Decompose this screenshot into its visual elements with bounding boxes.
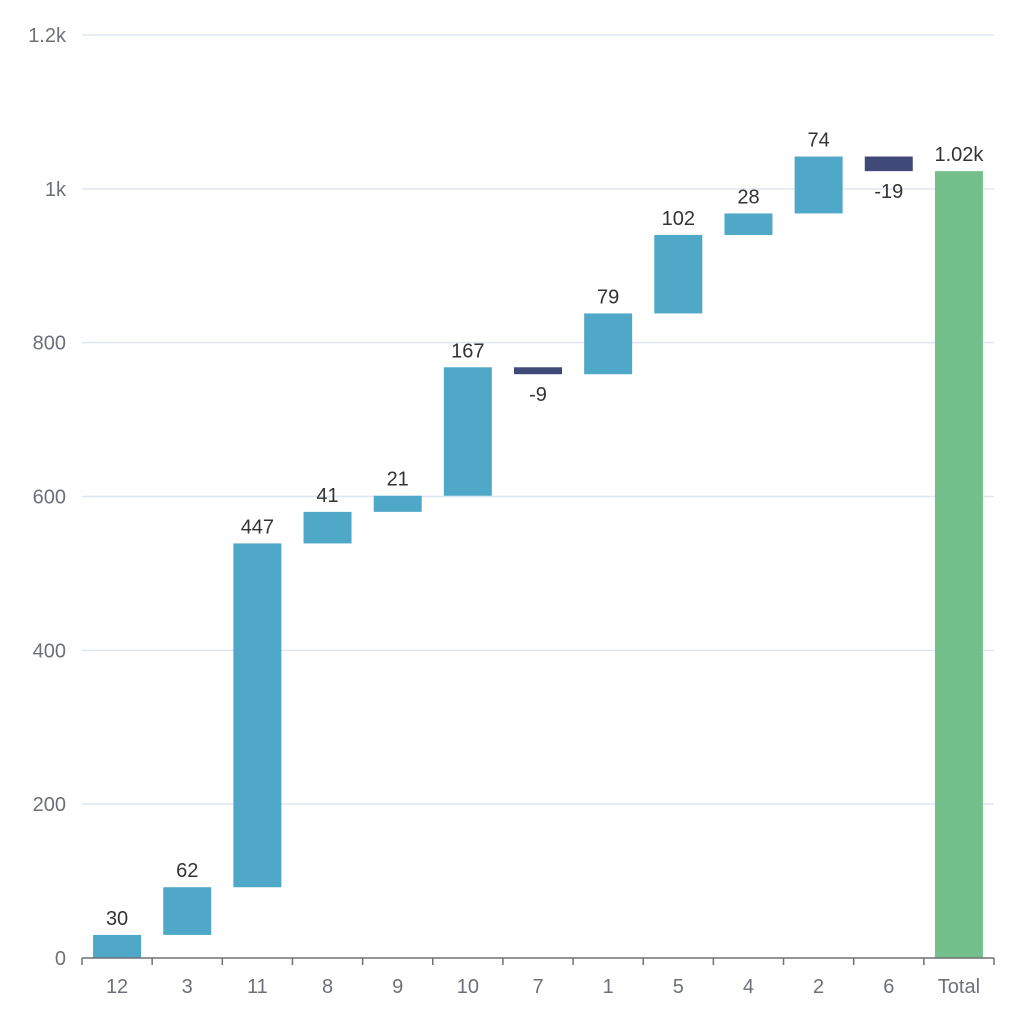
y-axis-tick-labels: 0 200 400 600 800 1k 1.2k [28, 25, 67, 970]
increase-bar [163, 887, 212, 935]
data-label: -9 [529, 384, 547, 406]
increase-bar [93, 934, 142, 958]
increase-bar [724, 213, 773, 235]
data-label: 167 [451, 340, 484, 362]
data-label: 21 [387, 469, 409, 491]
y-tick-label: 400 [33, 640, 66, 662]
data-label: 28 [737, 186, 759, 208]
x-tick-label: 12 [106, 976, 128, 998]
gridlines [82, 34, 994, 805]
x-tick-label: 8 [322, 976, 333, 998]
data-labels: 30 62 447 41 21 167 -9 79 102 28 74 -19 1.02k [106, 130, 984, 930]
data-label: 1.02k [934, 144, 984, 166]
y-tick-label: 1.2k [28, 25, 67, 47]
data-label: 41 [316, 485, 338, 507]
x-tick-label: Total [938, 976, 980, 998]
data-label: -19 [874, 181, 903, 203]
x-tick-label: 3 [182, 976, 193, 998]
data-label: 102 [662, 208, 695, 230]
increase-bar [303, 511, 352, 544]
y-tick-label: 600 [33, 487, 66, 509]
y-tick-label: 1k [45, 179, 67, 201]
x-tick-label: 10 [457, 976, 479, 998]
data-label: 447 [241, 516, 274, 538]
x-tick-label: 11 [247, 976, 268, 998]
increase-bar [584, 313, 633, 375]
x-tick-label: 6 [883, 976, 894, 998]
increase-bar [794, 156, 843, 214]
increase-bar [443, 367, 492, 496]
increase-bar [233, 543, 282, 888]
decrease-bar [864, 156, 913, 172]
y-tick-label: 200 [33, 794, 66, 816]
increase-bar [373, 495, 422, 512]
x-tick-label: 5 [673, 976, 684, 998]
x-tick-label: 4 [743, 976, 754, 998]
x-tick-label: 2 [813, 976, 824, 998]
data-label: 30 [106, 908, 128, 930]
data-label: 79 [597, 286, 619, 308]
data-label: 74 [807, 130, 829, 152]
x-axis: 12 3 11 8 9 10 7 1 5 4 2 6 Total [81, 957, 995, 998]
x-tick-label: 7 [532, 976, 543, 998]
total-bar [934, 171, 983, 958]
increase-bar [654, 234, 703, 314]
y-tick-label: 800 [33, 333, 66, 355]
y-tick-label: 0 [55, 948, 66, 970]
x-tick-label: 9 [392, 976, 403, 998]
x-tick-label: 1 [603, 976, 614, 998]
data-label: 62 [176, 860, 198, 882]
decrease-bar [514, 367, 562, 375]
bars [93, 156, 983, 958]
